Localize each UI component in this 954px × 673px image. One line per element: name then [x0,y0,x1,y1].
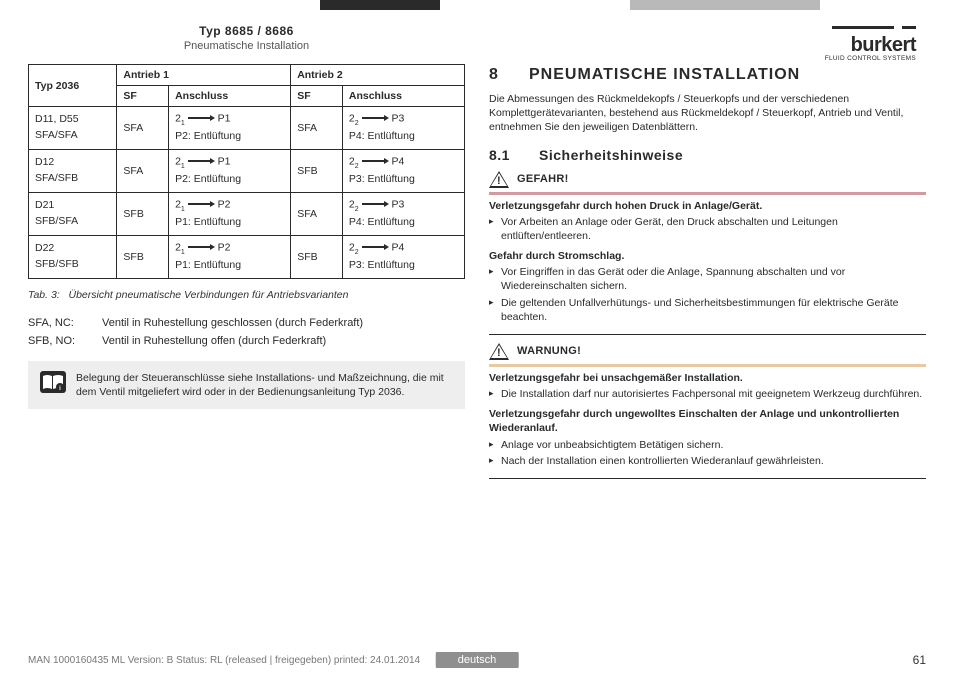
th-conn1: Anschluss [169,86,291,107]
language-chip: deutsch [436,652,519,668]
definitions: SFA, NC:Ventil in Ruhestellung geschloss… [28,317,465,347]
danger-label: GEFAHR! [517,173,569,185]
page-number: 61 [913,653,926,667]
table-row: D22SFB/SFBSFB21 P2P1: EntlüftungSFB22 P4… [29,236,465,279]
th-antrieb1: Antrieb 1 [117,65,291,86]
type-label: Typ 8685 / 8686 [28,24,465,38]
danger-box: ! GEFAHR! Verletzungsgefahr durch hohen … [489,171,926,335]
table-caption: Tab. 3: Übersicht pneumatische Verbindun… [28,289,465,301]
info-note-text: Belegung der Steueranschlüsse siehe Inst… [76,371,453,399]
table-row: D21SFB/SFASFB21 P2P1: EntlüftungSFA22 P3… [29,193,465,236]
doc-header: Typ 8685 / 8686 Pneumatische Installatio… [28,24,465,52]
warning-label: WARNUNG! [517,345,581,357]
th-sf1: SF [117,86,169,107]
th-antrieb2: Antrieb 2 [291,65,465,86]
warning-triangle-icon: ! [489,343,509,360]
footer-meta: MAN 1000160435 ML Version: B Status: RL … [28,655,420,666]
manual-icon: i [40,371,66,393]
subtitle: Pneumatische Installation [28,40,465,52]
connections-table: Typ 2036 Antrieb 1 Antrieb 2 SF Anschlus… [28,64,465,279]
subsection-heading: 8.1 Sicherheitshinweise [489,147,926,163]
th-conn2: Anschluss [342,86,464,107]
page-footer: MAN 1000160435 ML Version: B Status: RL … [28,653,926,667]
header-color-bar [0,0,954,10]
section-intro: Die Abmessungen des Rückmeldekopfs / Ste… [489,92,926,135]
th-typ: Typ 2036 [29,65,117,107]
table-row: D11, D55SFA/SFASFA21 P1P2: EntlüftungSFA… [29,107,465,150]
right-column: 8 PNEUMATISCHE INSTALLATION Die Abmessun… [489,24,926,665]
table-row: D12SFA/SFBSFA21 P1P2: EntlüftungSFB22 P4… [29,150,465,193]
warning-box: ! WARNUNG! Verletzungsgefahr bei unsachg… [489,343,926,479]
brand-logo: burkert FLUID CONTROL SYSTEMS [825,22,916,62]
section-heading: 8 PNEUMATISCHE INSTALLATION [489,66,926,84]
info-note: i Belegung der Steueranschlüsse siehe In… [28,361,465,409]
warning-triangle-icon: ! [489,171,509,188]
left-column: Typ 8685 / 8686 Pneumatische Installatio… [28,24,465,665]
th-sf2: SF [291,86,343,107]
